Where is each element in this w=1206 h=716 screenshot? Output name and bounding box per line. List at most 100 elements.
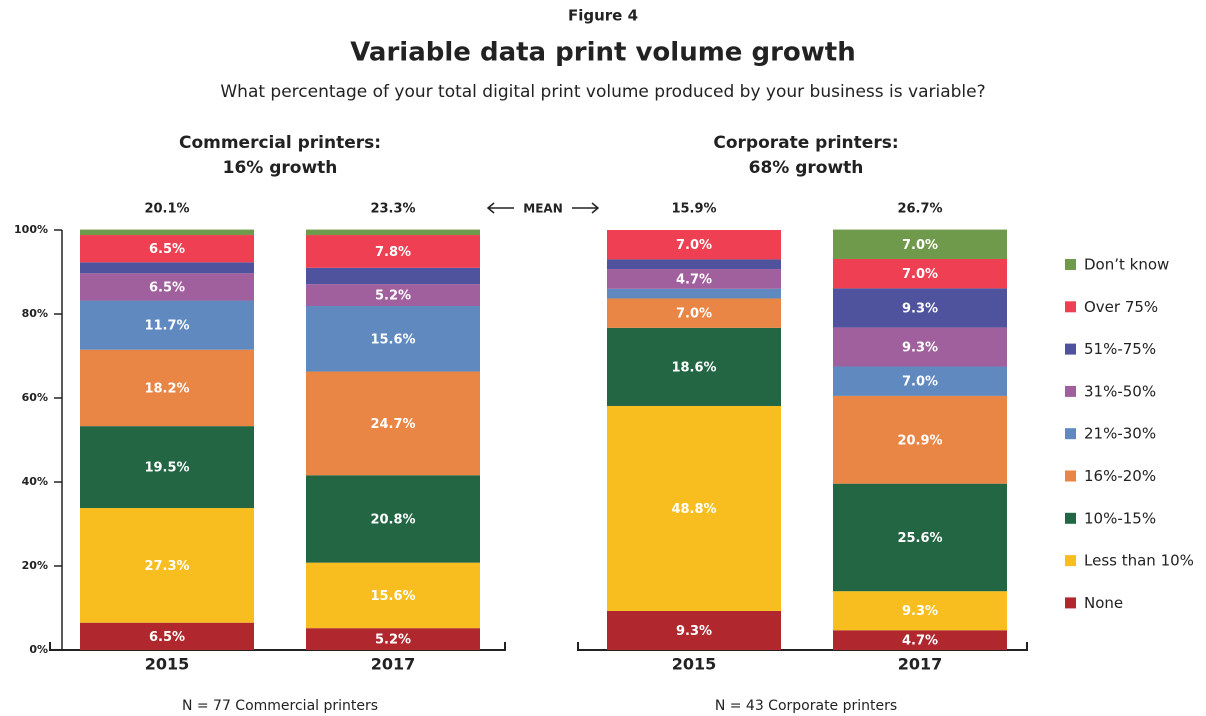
legend-swatch [1065, 470, 1076, 482]
y-tick-label: 80% [22, 307, 48, 320]
bar-segment [80, 262, 254, 274]
value-label: 4.7% [676, 272, 712, 287]
value-label: 6.5% [149, 630, 185, 645]
value-label: 9.3% [902, 604, 938, 619]
bar-segment [607, 610, 781, 650]
legend-swatch [1065, 597, 1076, 609]
bar-segment [833, 229, 1007, 259]
bar-segment [306, 306, 480, 372]
bar-segment [607, 405, 781, 611]
bar-segment [607, 298, 781, 328]
value-label: 48.8% [671, 502, 716, 517]
y-tick-label: 100% [14, 223, 48, 236]
bar-segment [80, 622, 254, 650]
legend-swatch [1065, 343, 1076, 355]
figure-label: Figure 4 [568, 7, 638, 25]
legend-label: Less than 10% [1084, 552, 1194, 570]
bar-segment [833, 288, 1007, 328]
bar-segment [306, 284, 480, 307]
x-axis [577, 642, 1028, 651]
mean-arrows [486, 202, 600, 214]
legend-label: None [1084, 594, 1123, 612]
bar-segment [833, 327, 1007, 367]
value-label: 20.8% [370, 512, 415, 527]
bar-segment [833, 366, 1007, 396]
bar-segment [833, 630, 1007, 650]
y-tick-label: 0% [29, 643, 48, 656]
legend-label: 21%-30% [1084, 425, 1156, 443]
value-label: 24.7% [370, 417, 415, 432]
legend-label: 10%-15% [1084, 509, 1156, 527]
legend-swatch [1065, 385, 1076, 397]
value-label: 25.6% [897, 531, 942, 546]
x-tick-label: 2017 [371, 655, 416, 674]
value-label: 15.6% [370, 332, 415, 347]
panel-title: 68% growth [749, 158, 864, 178]
bar-segment [306, 371, 480, 476]
legend-label: 31%-50% [1084, 382, 1156, 400]
bar-segment [306, 562, 480, 629]
y-tick-label: 60% [22, 391, 48, 404]
bar-segment [607, 327, 781, 406]
bar-segment [607, 259, 781, 270]
chart-subtitle: What percentage of your total digital pr… [220, 82, 985, 102]
legend-label: Don’t know [1084, 256, 1169, 274]
value-label: 19.5% [144, 461, 189, 476]
bar-segment [833, 591, 1007, 631]
bar-segment [80, 229, 254, 236]
x-tick-label: 2015 [672, 655, 717, 674]
legend-swatch [1065, 428, 1076, 440]
value-label: 9.3% [902, 340, 938, 355]
value-label: 7.0% [902, 375, 938, 390]
bar-segment [833, 395, 1007, 484]
bar-segment [306, 475, 480, 563]
panel-note: N = 77 Commercial printers [182, 698, 378, 714]
value-label: 7.8% [375, 245, 411, 260]
bar-segment [80, 508, 254, 623]
value-label: 9.3% [676, 624, 712, 639]
x-axis [49, 642, 506, 651]
value-label: 4.7% [902, 634, 938, 649]
mean-value: 15.9% [671, 202, 716, 217]
bar-segment [306, 267, 480, 285]
value-label: 7.0% [902, 238, 938, 253]
legend-label: 16%-20% [1084, 467, 1156, 485]
bar-segment [80, 300, 254, 350]
bar-segment [80, 349, 254, 427]
value-label: 11.7% [144, 319, 189, 334]
mean-value: 23.3% [370, 202, 415, 217]
value-label: 7.0% [902, 267, 938, 282]
legend-swatch [1065, 512, 1076, 524]
bar-segment [833, 483, 1007, 592]
bar-segment [607, 230, 781, 260]
value-label: 27.3% [144, 559, 189, 574]
panel-title: Commercial printers: [179, 133, 381, 153]
mean-value: 26.7% [897, 202, 942, 217]
value-label: 18.2% [144, 381, 189, 396]
bar-segment [80, 273, 254, 301]
legend-swatch [1065, 301, 1076, 313]
panel-title: Corporate printers: [713, 133, 898, 153]
y-tick-label: 20% [22, 559, 48, 572]
bar-segment [306, 229, 480, 236]
bar-segment [607, 269, 781, 289]
value-label: 7.0% [676, 238, 712, 253]
value-label: 5.2% [375, 633, 411, 648]
panel-title: 16% growth [223, 158, 338, 178]
mean-value: 20.1% [144, 202, 189, 217]
bar-segment [80, 426, 254, 509]
value-label: 9.3% [902, 301, 938, 316]
bar-segment [306, 235, 480, 268]
value-label: 15.6% [370, 589, 415, 604]
bar-segment [306, 628, 480, 650]
value-label: 6.5% [149, 242, 185, 257]
value-label: 20.9% [897, 433, 942, 448]
value-label: 5.2% [375, 289, 411, 304]
x-tick-label: 2015 [145, 655, 190, 674]
legend-swatch [1065, 555, 1076, 567]
value-label: 6.5% [149, 280, 185, 295]
legend-label: 51%-75% [1084, 340, 1156, 358]
mean-label: MEAN [523, 202, 562, 216]
bar-segment [833, 258, 1007, 289]
